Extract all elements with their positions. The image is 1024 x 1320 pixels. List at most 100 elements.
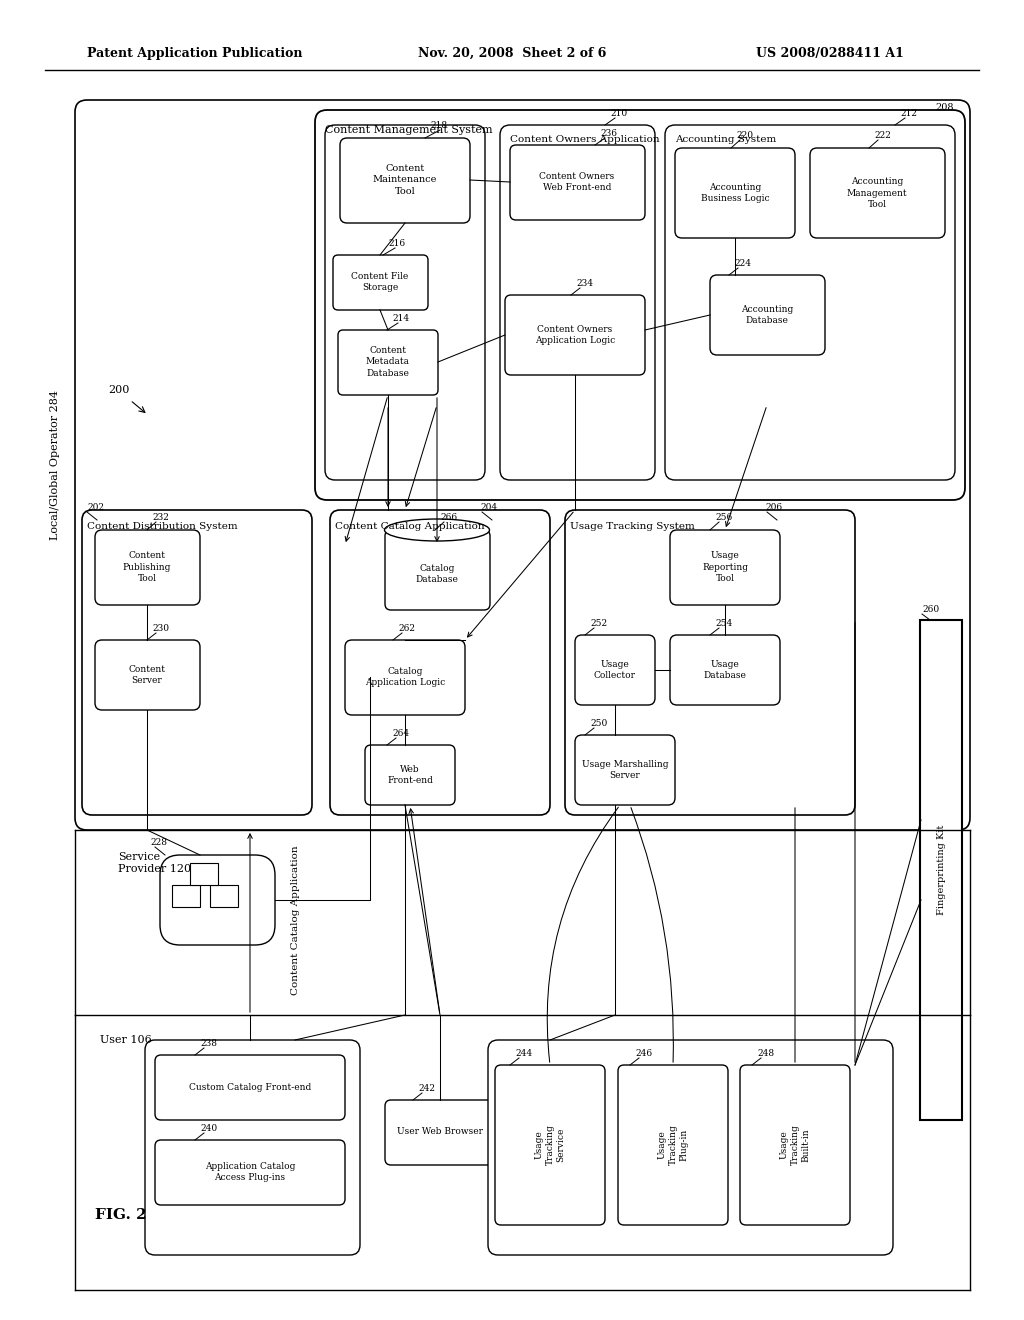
- Text: 208: 208: [935, 103, 953, 112]
- Text: Content Owners Application: Content Owners Application: [510, 135, 659, 144]
- Text: FIG. 2: FIG. 2: [95, 1208, 146, 1222]
- Text: Accounting
Database: Accounting Database: [741, 305, 794, 325]
- Text: Content Owners
Application Logic: Content Owners Application Logic: [535, 325, 615, 345]
- Text: 238: 238: [200, 1039, 217, 1048]
- Text: 210: 210: [610, 110, 627, 117]
- Text: Catalog
Application Logic: Catalog Application Logic: [365, 667, 445, 686]
- FancyBboxPatch shape: [330, 510, 550, 814]
- Text: Accounting System: Accounting System: [675, 135, 776, 144]
- FancyBboxPatch shape: [675, 148, 795, 238]
- FancyBboxPatch shape: [670, 531, 780, 605]
- Text: 234: 234: [575, 279, 593, 288]
- FancyBboxPatch shape: [155, 1140, 345, 1205]
- FancyBboxPatch shape: [385, 531, 490, 610]
- Text: 248: 248: [757, 1049, 774, 1059]
- Text: Local/Global Operator 284: Local/Global Operator 284: [50, 389, 60, 540]
- Bar: [190, 863, 218, 884]
- FancyBboxPatch shape: [505, 294, 645, 375]
- FancyBboxPatch shape: [575, 635, 655, 705]
- Ellipse shape: [384, 519, 489, 541]
- FancyBboxPatch shape: [75, 100, 970, 830]
- Text: 266: 266: [440, 513, 457, 521]
- Text: Web
Front-end: Web Front-end: [387, 766, 433, 785]
- Text: Accounting
Business Logic: Accounting Business Logic: [700, 183, 769, 203]
- Text: Content
Publishing
Tool: Content Publishing Tool: [123, 552, 171, 582]
- Text: 244: 244: [515, 1049, 532, 1059]
- Text: US 2008/0288411 A1: US 2008/0288411 A1: [756, 46, 904, 59]
- Text: 242: 242: [418, 1084, 435, 1093]
- FancyBboxPatch shape: [710, 275, 825, 355]
- FancyBboxPatch shape: [618, 1065, 728, 1225]
- Text: Usage Tracking System: Usage Tracking System: [570, 521, 694, 531]
- Text: 218: 218: [430, 121, 447, 129]
- Text: Catalog
Database: Catalog Database: [416, 564, 459, 583]
- Text: User Web Browser: User Web Browser: [397, 1127, 483, 1137]
- Bar: [210, 884, 238, 907]
- Text: 262: 262: [398, 624, 415, 634]
- Text: 202: 202: [87, 503, 104, 512]
- Text: Nov. 20, 2008  Sheet 2 of 6: Nov. 20, 2008 Sheet 2 of 6: [418, 46, 606, 59]
- FancyBboxPatch shape: [500, 125, 655, 480]
- Text: Content
Server: Content Server: [128, 665, 166, 685]
- FancyBboxPatch shape: [338, 330, 438, 395]
- Text: Patent Application Publication: Patent Application Publication: [87, 46, 303, 59]
- Text: 256: 256: [715, 513, 732, 521]
- Text: Content Management System: Content Management System: [325, 125, 493, 135]
- FancyBboxPatch shape: [315, 110, 965, 500]
- Text: Fingerprinting Kit: Fingerprinting Kit: [937, 825, 945, 915]
- Text: Usage
Reporting
Tool: Usage Reporting Tool: [702, 552, 748, 582]
- Text: Usage
Tracking
Plug-in: Usage Tracking Plug-in: [657, 1125, 688, 1166]
- FancyBboxPatch shape: [488, 1040, 893, 1255]
- FancyBboxPatch shape: [345, 640, 465, 715]
- FancyBboxPatch shape: [365, 744, 455, 805]
- FancyBboxPatch shape: [740, 1065, 850, 1225]
- FancyBboxPatch shape: [95, 531, 200, 605]
- Text: Usage
Tracking
Built-in: Usage Tracking Built-in: [779, 1125, 811, 1166]
- Text: Content Owners
Web Front-end: Content Owners Web Front-end: [540, 172, 614, 191]
- Text: Usage
Tracking
Service: Usage Tracking Service: [535, 1125, 565, 1166]
- FancyBboxPatch shape: [325, 125, 485, 480]
- Bar: [172, 884, 200, 907]
- Text: Application Catalog
Access Plug-ins: Application Catalog Access Plug-ins: [205, 1162, 295, 1181]
- Text: 232: 232: [152, 513, 169, 521]
- Text: Usage
Database: Usage Database: [703, 660, 746, 680]
- Text: Content Catalog Application: Content Catalog Application: [335, 521, 484, 531]
- FancyBboxPatch shape: [160, 855, 275, 945]
- Text: Content
Metadata
Database: Content Metadata Database: [366, 346, 410, 378]
- Text: 204: 204: [480, 503, 497, 512]
- FancyBboxPatch shape: [510, 145, 645, 220]
- FancyBboxPatch shape: [155, 1055, 345, 1119]
- FancyBboxPatch shape: [95, 640, 200, 710]
- FancyBboxPatch shape: [670, 635, 780, 705]
- FancyBboxPatch shape: [575, 735, 675, 805]
- Text: 260: 260: [922, 605, 939, 614]
- FancyBboxPatch shape: [810, 148, 945, 238]
- Text: 212: 212: [900, 110, 918, 117]
- FancyBboxPatch shape: [565, 510, 855, 814]
- Text: 200: 200: [108, 385, 129, 395]
- Text: Content File
Storage: Content File Storage: [351, 272, 409, 292]
- FancyBboxPatch shape: [665, 125, 955, 480]
- Text: 214: 214: [392, 314, 410, 323]
- Text: Service
Provider 120: Service Provider 120: [118, 851, 191, 874]
- Text: Usage Marshalling
Server: Usage Marshalling Server: [582, 760, 669, 780]
- Text: 216: 216: [388, 239, 406, 248]
- Text: 254: 254: [715, 619, 732, 628]
- FancyBboxPatch shape: [333, 255, 428, 310]
- Text: 206: 206: [765, 503, 782, 512]
- Text: 220: 220: [736, 131, 753, 140]
- Text: 240: 240: [200, 1125, 217, 1133]
- Text: Accounting
Management
Tool: Accounting Management Tool: [847, 177, 907, 209]
- Text: 224: 224: [734, 259, 751, 268]
- Text: Content Catalog Application: Content Catalog Application: [291, 845, 299, 995]
- FancyBboxPatch shape: [385, 1100, 495, 1166]
- Bar: [920, 620, 962, 1119]
- Text: Custom Catalog Front-end: Custom Catalog Front-end: [188, 1082, 311, 1092]
- Text: Content
Maintenance
Tool: Content Maintenance Tool: [373, 165, 437, 195]
- Text: 252: 252: [590, 619, 607, 628]
- Text: 230: 230: [152, 624, 169, 634]
- FancyBboxPatch shape: [340, 139, 470, 223]
- Text: 222: 222: [874, 131, 891, 140]
- Text: Content Distribution System: Content Distribution System: [87, 521, 238, 531]
- Text: 236: 236: [600, 129, 617, 139]
